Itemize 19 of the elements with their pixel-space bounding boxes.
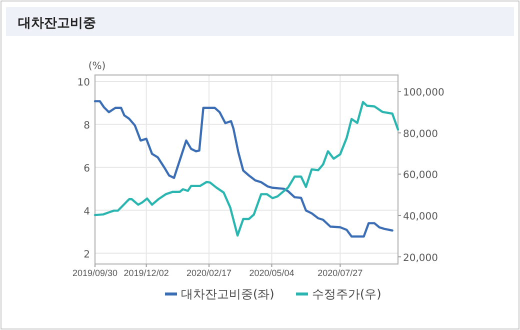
y2-tick-label: 20,000: [403, 252, 438, 264]
legend-label: 수정주가(우): [312, 287, 382, 301]
y-tick-label: 4: [84, 206, 90, 218]
legend-label: 대차잔고비중(좌): [181, 287, 274, 301]
x-tick-label: 2020/05/04: [249, 268, 294, 278]
x-tick-label: 2020/07/27: [318, 268, 363, 278]
chart-title: 대차잔고비중: [18, 16, 96, 31]
y2-tick-label: 100,000: [403, 88, 444, 99]
y-tick-label: 6: [84, 163, 90, 174]
y2-tick-label: 60,000: [403, 170, 438, 182]
y-tick-label: 8: [84, 120, 90, 132]
x-tick-label: 2019/09/30: [72, 268, 118, 278]
x-tick-label: 2020/02/17: [186, 268, 232, 278]
y2-tick-label: 80,000: [403, 128, 438, 140]
y-tick-label: 10: [77, 77, 90, 88]
y-axis-title: (%): [88, 61, 106, 72]
y-tick-label: 2: [84, 249, 90, 260]
x-tick-label: 2019/12/02: [124, 268, 169, 278]
y2-tick-label: 40,000: [403, 211, 438, 222]
